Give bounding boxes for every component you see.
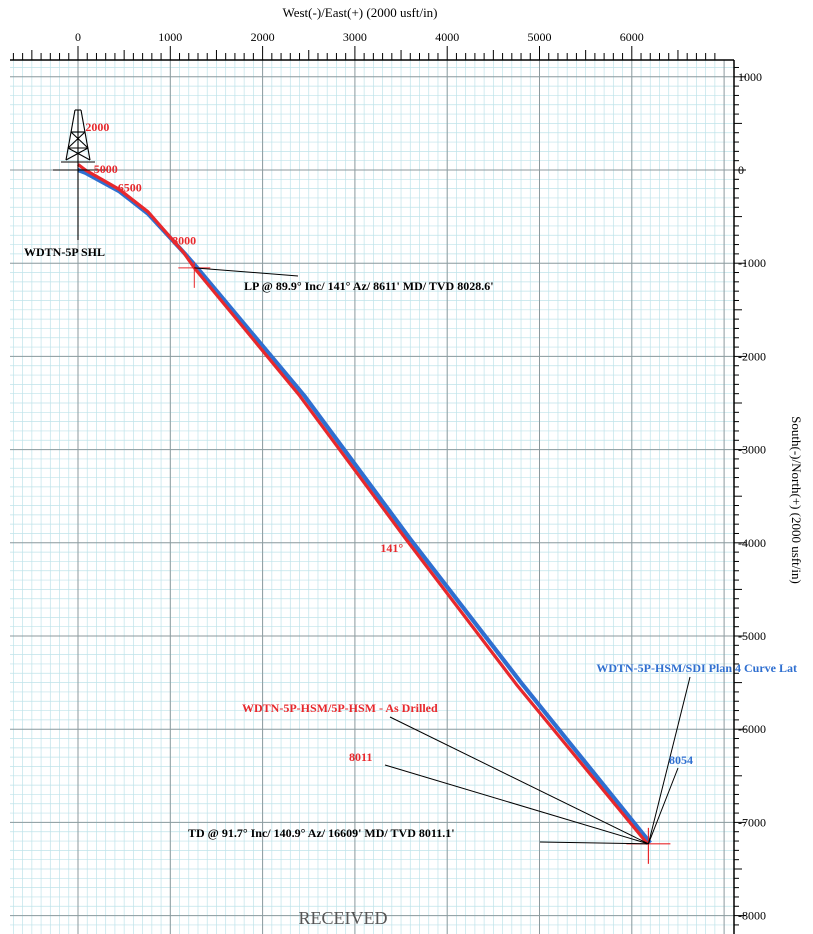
rig-derrick-icon bbox=[53, 109, 108, 240]
x-tick-label: 1000 bbox=[158, 30, 182, 44]
x-tick-label: 4000 bbox=[435, 30, 459, 44]
x-axis-title: West(-)/East(+) (2000 usft/in) bbox=[282, 5, 437, 20]
md-label: 8000 bbox=[172, 234, 196, 248]
tvd-plan-leader-line bbox=[647, 767, 679, 845]
x-tick-label: 5000 bbox=[528, 30, 552, 44]
major-grid bbox=[10, 60, 734, 934]
y-tick-label: -5000 bbox=[738, 629, 766, 643]
y-tick-label: -7000 bbox=[738, 815, 766, 829]
y-axis-title: South(-)/North(+) (2000 usft/in) bbox=[789, 416, 804, 584]
md-label: 141° bbox=[380, 541, 403, 555]
drilled-trajectory-line bbox=[77, 163, 649, 845]
y-tick-label: -3000 bbox=[738, 443, 766, 457]
x-tick-label: 6000 bbox=[620, 30, 644, 44]
y-tick-label: -6000 bbox=[738, 722, 766, 736]
y-tick-label: -8000 bbox=[738, 909, 766, 923]
x-tick-label: 3000 bbox=[343, 30, 367, 44]
lp-leader-line bbox=[194, 267, 299, 277]
md-label: 5000 bbox=[94, 162, 118, 176]
tvd-drilled-label: 8011 bbox=[349, 750, 372, 764]
x-tick-label: 2000 bbox=[251, 30, 275, 44]
md-label: 2000 bbox=[85, 120, 109, 134]
series-layer bbox=[77, 163, 652, 845]
received-stamp: RECEIVED bbox=[299, 908, 388, 928]
x-tick-label: 0 bbox=[75, 30, 81, 44]
y-tick-label: -1000 bbox=[738, 256, 766, 270]
y-tick-label: 1000 bbox=[738, 70, 762, 84]
plan-legend-label: WDTN-5P-HSM/SDI Plan 4 Curve Lat bbox=[596, 661, 797, 675]
plan-leader-line bbox=[647, 676, 691, 844]
md-label: 6500 bbox=[118, 180, 142, 194]
fine-grid bbox=[10, 60, 734, 934]
shl-label: WDTN-5P SHL bbox=[24, 245, 105, 259]
y-tick-label: -2000 bbox=[738, 349, 766, 363]
y-tick-label: -4000 bbox=[738, 536, 766, 550]
drilled-legend-label: WDTN-5P-HSM/5P-HSM - As Drilled bbox=[242, 701, 438, 715]
td-label: TD @ 91.7° Inc/ 140.9° Az/ 16609' MD/ TV… bbox=[188, 826, 455, 840]
tvd-drilled-leader-line bbox=[384, 764, 649, 845]
axes: 0 1000 2000 3000 4000 5000 6000 1000 0 -1000 -2000… bbox=[10, 30, 766, 934]
drilled-leader-line bbox=[389, 716, 649, 845]
lp-label: LP @ 89.9° Inc/ 141° Az/ 8611' MD/ TVD 8… bbox=[244, 279, 494, 293]
tvd-plan-label: 8054 bbox=[669, 753, 693, 767]
y-tick-label: 0 bbox=[738, 163, 744, 177]
td-leader-line bbox=[539, 841, 649, 845]
